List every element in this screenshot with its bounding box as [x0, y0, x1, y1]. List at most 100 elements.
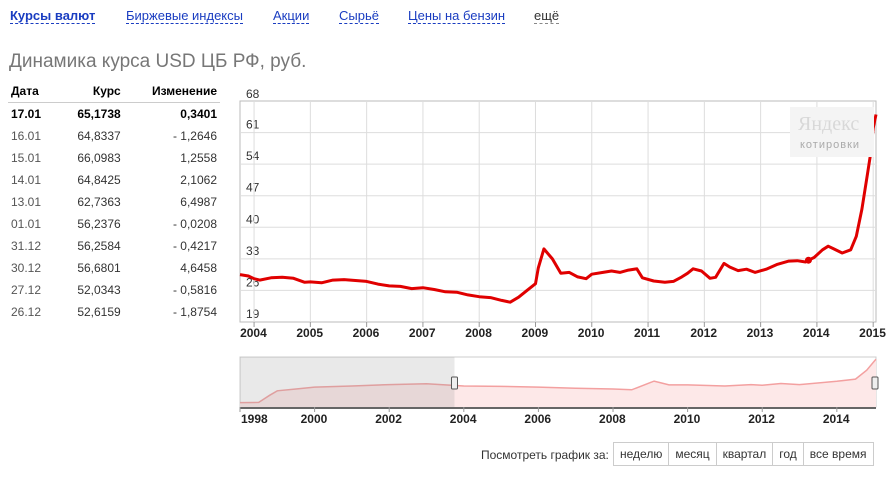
table-row: 30.12 56,6801 4,6458: [8, 257, 220, 279]
yandex-quotes-logo: Яндекс котировки: [790, 107, 874, 157]
period-label: Посмотреть график за:: [481, 448, 609, 462]
cell-rate: 66,0983: [77, 151, 121, 165]
table-row: 13.01 62,7363 6,4987: [8, 191, 220, 213]
cell-date: 26.12: [11, 305, 42, 319]
rates-table: Дата Курс Изменение 17.01 65,1738 0,3401…: [8, 82, 220, 323]
y-tick-label: 19: [246, 307, 260, 321]
x-tick-label: 2014: [803, 326, 830, 340]
navigator-right-handle[interactable]: [871, 376, 879, 390]
tab-commodities[interactable]: Сырьё: [339, 8, 379, 24]
table-header-row: Дата Курс Изменение: [8, 82, 220, 103]
tab-stocks[interactable]: Акции: [273, 8, 310, 24]
period-year-button[interactable]: год: [773, 443, 804, 465]
cell-change: 6,4987: [180, 195, 217, 209]
period-quarter-button[interactable]: квартал: [716, 443, 774, 465]
plot-frame: [239, 100, 877, 323]
x-tick-label: 2006: [353, 326, 380, 340]
y-tick-label: 68: [246, 87, 260, 101]
cell-date: 27.12: [11, 283, 42, 297]
cell-date: 13.01: [11, 195, 42, 209]
table-row: 31.12 56,2584 - 0,4217: [8, 235, 220, 257]
cell-rate: 64,8337: [77, 129, 121, 143]
navigator-line: [239, 358, 877, 404]
cell-rate: 62,7363: [77, 195, 121, 209]
cell-rate: 52,0343: [77, 283, 121, 297]
page-title: Динамика курса USD ЦБ РФ, руб.: [9, 51, 307, 72]
cell-change: - 1,8754: [172, 305, 217, 319]
cell-change: - 0,0208: [172, 217, 217, 231]
x-tick-label: 2015: [859, 326, 886, 340]
period-week-button[interactable]: неделю: [614, 443, 670, 465]
cell-rate: 56,2584: [77, 239, 121, 253]
cell-date: 01.01: [11, 217, 42, 231]
tab-stock-indices[interactable]: Биржевые индексы: [126, 8, 243, 24]
cell-rate: 56,6801: [77, 261, 121, 275]
navigator-left-handle[interactable]: [450, 376, 458, 390]
period-all-time-button[interactable]: все время: [803, 443, 873, 465]
table-row: 15.01 66,0983 1,2558: [8, 147, 220, 169]
navigator-tick-label: 2008: [599, 412, 626, 426]
navigator-tick-label: 1998: [241, 412, 268, 426]
cell-change: 0,3401: [180, 107, 217, 121]
x-tick-label: 2012: [690, 326, 717, 340]
cell-date: 17.01: [11, 107, 42, 121]
column-header-change: Изменение: [123, 82, 220, 103]
column-header-rate: Курс: [56, 82, 124, 103]
x-tick-label: 2010: [578, 326, 605, 340]
column-header-date: Дата: [8, 82, 57, 103]
cell-rate: 56,2376: [77, 217, 121, 231]
y-tick-label: 54: [246, 149, 260, 163]
cell-date: 16.01: [11, 129, 42, 143]
table-row: 17.01 65,1738 0,3401: [8, 103, 220, 126]
x-tick-label: 2013: [747, 326, 774, 340]
navigator-area: [240, 359, 876, 407]
cell-change: 2,1062: [180, 173, 217, 187]
period-button-group: неделю месяц квартал год все время: [613, 442, 874, 466]
cell-change: 1,2558: [180, 151, 217, 165]
y-tick-label: 40: [246, 212, 260, 226]
cell-date: 15.01: [11, 151, 42, 165]
navigator-tick-label: 2000: [301, 412, 328, 426]
cell-date: 31.12: [11, 239, 42, 253]
cell-change: - 0,4217: [172, 239, 217, 253]
y-tick-label: 61: [246, 118, 260, 132]
cell-change: - 1,2646: [172, 129, 217, 143]
cell-change: - 0,5816: [172, 283, 217, 297]
logo-subtitle: котировки: [800, 139, 861, 151]
cell-date: 30.12: [11, 261, 42, 275]
table-row: 14.01 64,8425 2,1062: [8, 169, 220, 191]
tab-currency-rates[interactable]: Курсы валют: [10, 8, 96, 24]
navigator-tick-label: 2006: [524, 412, 551, 426]
x-tick-label: 2008: [465, 326, 492, 340]
logo-brand: Яндекс: [798, 113, 860, 135]
x-tick-label: 2007: [409, 326, 436, 340]
tab-more[interactable]: ещё: [534, 8, 560, 24]
cell-change: 4,6458: [180, 261, 217, 275]
y-tick-label: 33: [246, 244, 260, 258]
navigator-tick-label: 2010: [674, 412, 701, 426]
tab-fuel-prices[interactable]: Цены на бензин: [408, 8, 506, 24]
navigator-tick-label: 2014: [823, 412, 850, 426]
cell-rate: 52,6159: [77, 305, 121, 319]
cell-date: 14.01: [11, 173, 42, 187]
navigator-tick-label: 2002: [375, 412, 402, 426]
table-row: 01.01 56,2376 - 0,0208: [8, 213, 220, 235]
navigator-unselected-shade: [240, 357, 455, 407]
navigator-tick-label: 2004: [450, 412, 477, 426]
top-nav: Курсы валют Биржевые индексы Акции Сырьё…: [0, 8, 892, 28]
x-tick-label: 2004: [240, 326, 267, 340]
table-row: 26.12 52,6159 - 1,8754: [8, 301, 220, 323]
y-tick-label: 47: [246, 181, 260, 195]
chart-marker: [804, 256, 812, 264]
x-tick-label: 2009: [521, 326, 548, 340]
cell-rate: 64,8425: [77, 173, 121, 187]
x-tick-label: 2011: [634, 326, 660, 340]
x-tick-label: 2005: [296, 326, 323, 340]
navigator-tick-label: 2012: [748, 412, 775, 426]
table-row: 27.12 52,0343 - 0,5816: [8, 279, 220, 301]
table-row: 16.01 64,8337 - 1,2646: [8, 125, 220, 147]
cell-rate: 65,1738: [77, 107, 121, 121]
period-month-button[interactable]: месяц: [669, 443, 717, 465]
